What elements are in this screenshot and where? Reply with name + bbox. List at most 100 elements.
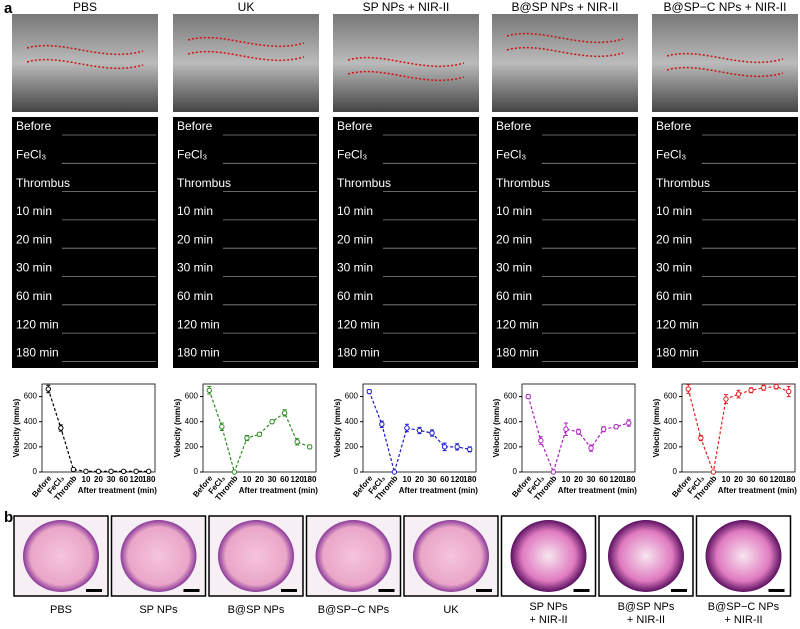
data-point bbox=[735, 391, 742, 397]
doppler-label: 10 min bbox=[656, 204, 692, 218]
vessel-outline bbox=[506, 46, 624, 57]
y-tick-label: 0 bbox=[194, 467, 199, 476]
data-point bbox=[244, 435, 250, 441]
y-tick-label: 0 bbox=[513, 467, 518, 476]
data-point bbox=[563, 426, 569, 432]
data-point bbox=[600, 426, 607, 432]
x-tick-label: 60 bbox=[759, 475, 768, 484]
image-label: UK bbox=[443, 604, 459, 616]
x-tick-label: 120 bbox=[129, 475, 143, 484]
data-line bbox=[208, 390, 310, 474]
x-tick-label: 120 bbox=[290, 475, 304, 484]
x-axis-label: After treatment (min) bbox=[239, 486, 318, 495]
doppler-label: 30 min bbox=[177, 261, 213, 275]
x-tick-label: 60 bbox=[280, 475, 289, 484]
doppler-label: 30 min bbox=[496, 261, 532, 275]
doppler-image bbox=[12, 117, 158, 368]
data-point bbox=[429, 430, 435, 436]
panel-label: b bbox=[4, 509, 13, 526]
doppler-label: 60 min bbox=[656, 289, 692, 303]
x-tick-label: 10 bbox=[81, 475, 90, 484]
data-point bbox=[467, 446, 473, 453]
x-tick-label: 20 bbox=[255, 475, 264, 484]
y-tick-label: 600 bbox=[664, 392, 678, 401]
data-point bbox=[95, 468, 102, 475]
y-tick-label: 0 bbox=[354, 467, 359, 476]
x-tick-label: 30 bbox=[587, 475, 596, 484]
y-tick-label: 400 bbox=[504, 417, 518, 426]
data-point bbox=[231, 469, 238, 475]
scale-bar bbox=[476, 589, 492, 592]
plot-frame bbox=[681, 383, 796, 473]
column-title: UK bbox=[238, 0, 255, 14]
x-axis-label: After treatment (min) bbox=[78, 486, 157, 495]
data-point bbox=[786, 388, 792, 395]
data-point bbox=[294, 439, 300, 445]
doppler-label: FeCl₃ bbox=[177, 147, 207, 161]
data-point bbox=[83, 468, 89, 475]
column-title: SP NPs + NIR-II bbox=[363, 0, 450, 14]
doppler-label: 120 min bbox=[337, 317, 380, 331]
y-tick-label: 200 bbox=[185, 442, 199, 451]
y-tick-label: 600 bbox=[24, 392, 38, 401]
column-title: PBS bbox=[73, 0, 97, 14]
doppler-label: Before bbox=[177, 119, 213, 133]
x-tick-label: 30 bbox=[747, 475, 756, 484]
x-tick-label: 60 bbox=[599, 475, 608, 484]
y-tick-label: 200 bbox=[345, 442, 359, 451]
doppler-label: 20 min bbox=[656, 232, 692, 246]
image-label: + NIR-II bbox=[627, 614, 665, 626]
column-title: B@SP−C NPs + NIR-II bbox=[664, 0, 787, 14]
x-tick-label: 20 bbox=[94, 475, 103, 484]
doppler-label: Thrombus bbox=[177, 176, 231, 190]
x-axis-label: After treatment (min) bbox=[718, 486, 797, 495]
y-tick-label: 400 bbox=[185, 417, 199, 426]
x-tick-label: 120 bbox=[769, 475, 783, 484]
data-point bbox=[133, 468, 139, 475]
doppler-label: 10 min bbox=[177, 204, 213, 218]
doppler-label: 60 min bbox=[177, 289, 213, 303]
x-tick-label: 20 bbox=[574, 475, 583, 484]
data-point bbox=[146, 468, 152, 475]
vessel-section bbox=[120, 520, 197, 592]
y-axis-label: Velocity (mm/s) bbox=[492, 398, 501, 457]
data-point bbox=[206, 387, 212, 393]
x-tick-label: 30 bbox=[268, 475, 277, 484]
y-tick-label: 0 bbox=[673, 467, 678, 476]
y-tick-label: 200 bbox=[504, 442, 518, 451]
x-axis-label: After treatment (min) bbox=[558, 486, 637, 495]
doppler-label: Thrombus bbox=[656, 176, 710, 190]
data-point bbox=[307, 444, 313, 450]
data-point bbox=[70, 466, 77, 473]
ultrasound-image bbox=[12, 14, 158, 112]
doppler-label: 120 min bbox=[656, 317, 699, 331]
y-axis-label: Velocity (mm/s) bbox=[12, 398, 21, 457]
y-tick-label: 400 bbox=[24, 417, 38, 426]
doppler-label: 20 min bbox=[177, 232, 213, 246]
x-tick-label: 180 bbox=[142, 475, 156, 484]
data-point bbox=[454, 444, 460, 450]
data-point bbox=[698, 435, 704, 441]
data-point bbox=[58, 425, 64, 431]
data-point bbox=[748, 387, 754, 393]
doppler-image bbox=[333, 117, 479, 368]
vessel-section bbox=[608, 520, 684, 592]
data-point bbox=[219, 424, 225, 430]
doppler-label: FeCl₃ bbox=[656, 147, 686, 161]
x-tick-label: 60 bbox=[119, 475, 128, 484]
y-tick-label: 0 bbox=[33, 467, 38, 476]
scale-bar bbox=[183, 589, 200, 592]
data-point bbox=[685, 386, 691, 392]
y-axis-label: Velocity (mm/s) bbox=[652, 398, 661, 457]
vessel-section bbox=[315, 520, 392, 592]
doppler-label: 20 min bbox=[16, 232, 52, 246]
doppler-label: FeCl₃ bbox=[496, 147, 526, 161]
scale-bar bbox=[378, 589, 395, 592]
doppler-label: 20 min bbox=[337, 232, 373, 246]
data-point bbox=[120, 468, 127, 475]
doppler-label: 120 min bbox=[496, 317, 539, 331]
image-label: B@SP−C NPs bbox=[318, 604, 390, 616]
ultrasound-image bbox=[652, 14, 798, 112]
data-line bbox=[687, 385, 789, 475]
